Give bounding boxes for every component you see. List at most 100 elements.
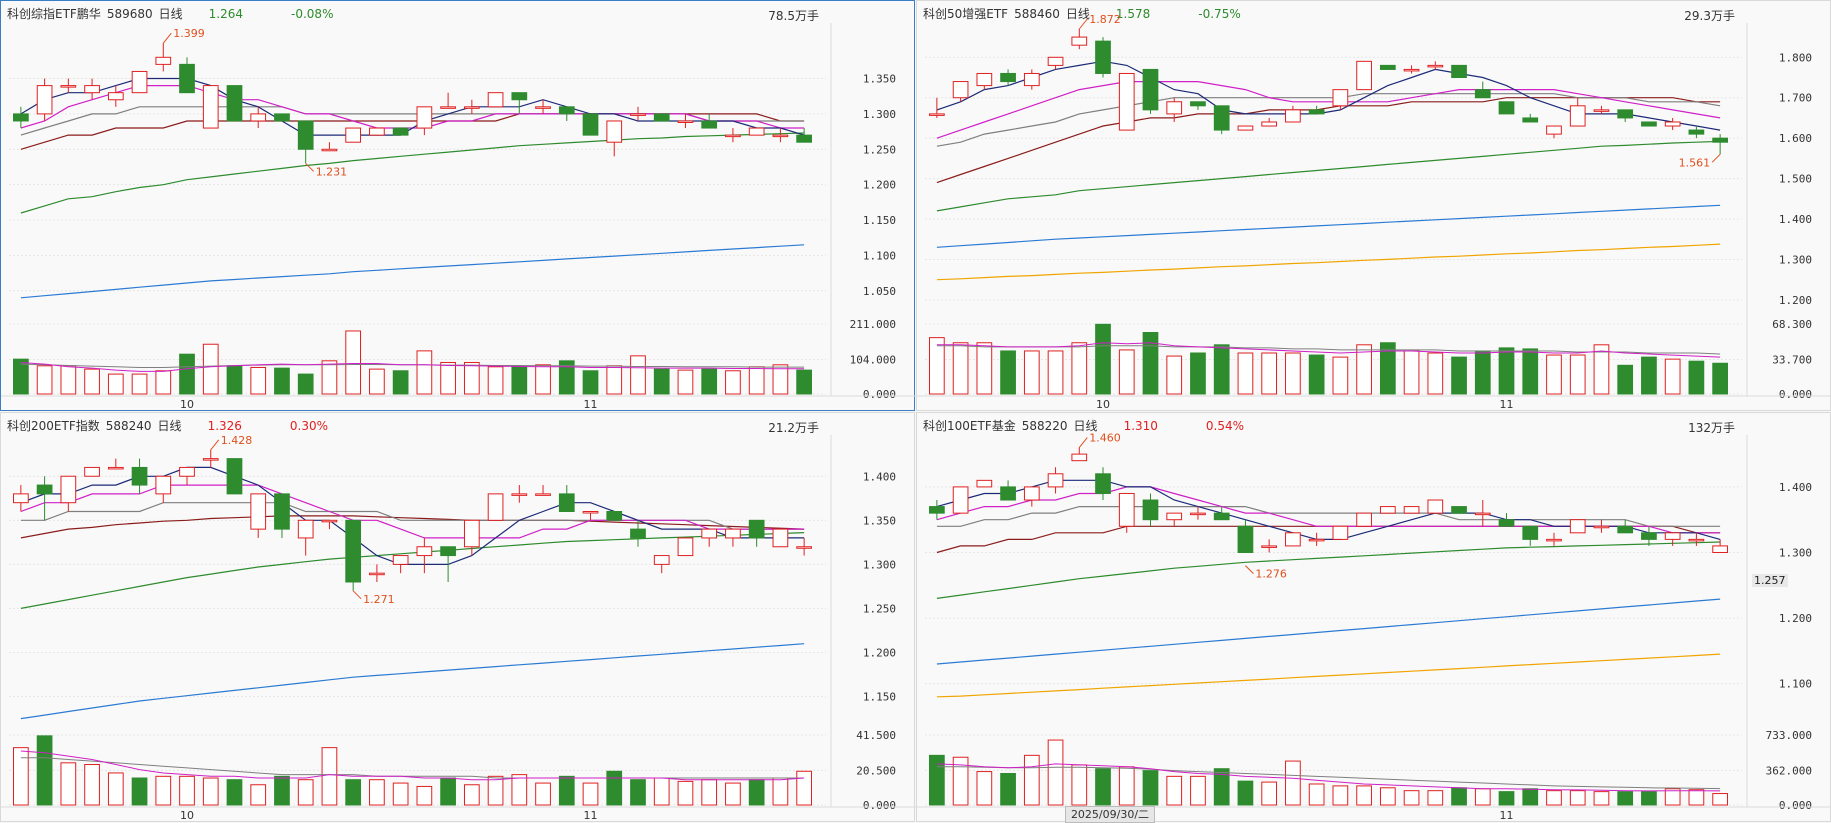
candle[interactable] <box>345 127 362 143</box>
candle[interactable] <box>748 519 765 547</box>
candle[interactable] <box>1023 69 1040 90</box>
candle[interactable] <box>297 519 314 556</box>
candle[interactable] <box>297 120 314 164</box>
candle[interactable] <box>677 537 694 557</box>
candle[interactable] <box>179 57 195 94</box>
candle[interactable] <box>1261 117 1278 127</box>
candle[interactable] <box>1474 81 1491 99</box>
candle[interactable] <box>1451 506 1467 514</box>
candle[interactable] <box>202 85 219 129</box>
candle[interactable] <box>463 519 480 556</box>
candle[interactable] <box>1285 532 1301 547</box>
candle[interactable] <box>1237 519 1254 553</box>
candle[interactable] <box>131 70 148 94</box>
candle[interactable] <box>1095 467 1111 501</box>
chart-panel-588460[interactable]: 科创50增强ETF 588460 日线 1.578 -0.75% 29.3万手 1.800 1… <box>916 0 1831 411</box>
period-label[interactable]: 日线 <box>1073 419 1098 433</box>
candle[interactable] <box>1000 480 1016 501</box>
candle[interactable] <box>511 485 528 503</box>
candle[interactable] <box>1261 539 1278 553</box>
candle[interactable] <box>929 97 945 118</box>
candle[interactable] <box>582 113 599 136</box>
candle[interactable] <box>1332 89 1349 110</box>
candle[interactable] <box>1356 60 1372 91</box>
candle[interactable] <box>1047 56 1064 70</box>
period-label[interactable]: 日线 <box>157 419 182 433</box>
candle[interactable] <box>1190 506 1206 520</box>
candle[interactable] <box>1332 525 1349 540</box>
candle[interactable] <box>487 92 504 108</box>
candle[interactable] <box>1403 65 1420 74</box>
candle[interactable] <box>653 113 670 122</box>
candlestick-chart[interactable]: 1.350 1.300 1.250 1.200 1.150 1.100 1.050 211.0… <box>1 1 916 412</box>
candle[interactable] <box>107 458 124 470</box>
candle[interactable] <box>1285 105 1301 123</box>
candle[interactable] <box>558 106 575 121</box>
candle[interactable] <box>1664 117 1681 131</box>
candle[interactable] <box>952 486 969 514</box>
candle[interactable] <box>274 493 290 538</box>
candle[interactable] <box>1688 532 1705 546</box>
candle[interactable] <box>1712 539 1728 553</box>
candle[interactable] <box>1000 69 1016 86</box>
candle[interactable] <box>701 113 718 129</box>
candle[interactable] <box>60 475 77 512</box>
candle[interactable] <box>1118 492 1135 533</box>
candle[interactable] <box>1641 121 1657 127</box>
candle[interactable] <box>1047 467 1064 494</box>
candle[interactable] <box>416 537 433 574</box>
candle[interactable] <box>392 555 409 574</box>
candle[interactable] <box>1593 519 1610 533</box>
candle[interactable] <box>976 479 993 488</box>
candle[interactable] <box>1712 134 1728 155</box>
candle[interactable] <box>1498 101 1515 115</box>
candle[interactable] <box>1213 105 1230 135</box>
candle[interactable] <box>725 528 741 547</box>
candle[interactable] <box>36 78 53 121</box>
candle[interactable] <box>772 128 789 143</box>
candle[interactable] <box>250 493 267 538</box>
candle[interactable] <box>1569 519 1586 534</box>
candle[interactable] <box>1688 126 1705 139</box>
candle[interactable] <box>1308 105 1325 115</box>
candle[interactable] <box>535 99 551 114</box>
candle[interactable] <box>369 127 385 136</box>
candle[interactable] <box>1142 493 1159 527</box>
candle[interactable] <box>13 106 29 129</box>
candle[interactable] <box>748 127 765 136</box>
candle[interactable] <box>1546 125 1562 139</box>
candle[interactable] <box>1379 64 1396 70</box>
candle[interactable] <box>1023 486 1040 507</box>
candle[interactable] <box>796 128 812 143</box>
candle[interactable] <box>606 120 623 157</box>
candle[interactable] <box>1095 37 1111 78</box>
candle[interactable] <box>929 500 945 520</box>
candle[interactable] <box>321 142 338 152</box>
candle[interactable] <box>1451 64 1467 79</box>
candle[interactable] <box>1569 97 1586 127</box>
candle[interactable] <box>202 449 219 468</box>
candle[interactable] <box>701 528 718 547</box>
candle[interactable] <box>1071 447 1088 462</box>
candle[interactable] <box>1118 72 1135 131</box>
candle[interactable] <box>952 81 969 102</box>
candle[interactable] <box>1427 499 1444 514</box>
candle[interactable] <box>1427 61 1444 70</box>
candle[interactable] <box>274 113 290 122</box>
candle[interactable] <box>1498 513 1515 527</box>
candle[interactable] <box>1617 109 1634 122</box>
candle[interactable] <box>1213 506 1230 521</box>
candle[interactable] <box>1617 519 1634 534</box>
candle[interactable] <box>976 72 993 90</box>
candle[interactable] <box>155 43 172 72</box>
candle[interactable] <box>1522 113 1539 123</box>
candle[interactable] <box>131 458 148 494</box>
candle[interactable] <box>725 128 741 143</box>
chart-panel-589680[interactable]: 科创综指ETF鹏华 589680 日线 1.264 -0.08% 78.5万手 1.350 1… <box>0 0 916 412</box>
candle[interactable] <box>392 127 409 136</box>
candle[interactable] <box>487 493 504 521</box>
candle[interactable] <box>36 476 53 521</box>
candle[interactable] <box>416 106 433 136</box>
candle[interactable] <box>511 92 528 114</box>
candle[interactable] <box>1641 526 1657 546</box>
